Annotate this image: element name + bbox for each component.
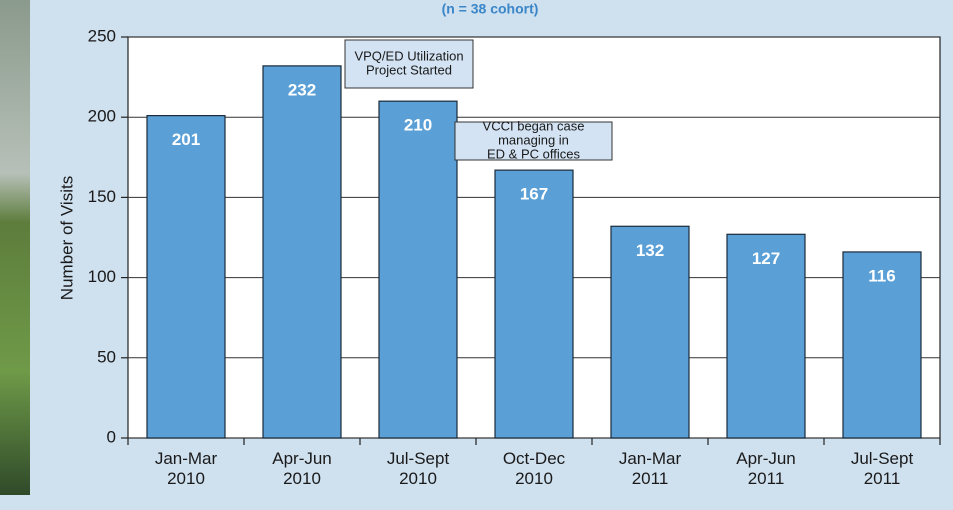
value-label: 127 [752, 249, 780, 268]
annotation-text: VPQ/ED Utilization [354, 48, 463, 63]
annotation-text: Project Started [366, 62, 452, 77]
bar [495, 170, 573, 438]
x-tick-label-line: 2010 [283, 469, 321, 488]
x-tick-label-line: 2011 [748, 469, 785, 488]
y-tick-label: 200 [88, 107, 116, 126]
bar [263, 66, 341, 438]
y-axis-label: Number of Visits [57, 176, 76, 300]
x-tick-label-line: Jan-Mar [155, 449, 218, 468]
annotation-text: ED & PC offices [487, 146, 580, 161]
y-tick-label: 0 [107, 427, 116, 446]
subtitle: (n = 38 cohort) [442, 1, 539, 17]
value-label: 116 [868, 266, 895, 285]
y-tick-label: 150 [88, 187, 116, 206]
x-tick-label-line: Jan-Mar [619, 449, 682, 468]
annotation-text: VCCI began case [483, 118, 585, 133]
x-tick-label-line: 2011 [632, 469, 669, 488]
bar [379, 101, 457, 438]
x-tick-label-line: 2010 [399, 469, 437, 488]
x-tick-label-line: 2010 [167, 469, 205, 488]
annotation-text: managing in [498, 132, 569, 147]
value-label: 132 [636, 241, 664, 260]
value-label: 167 [520, 185, 548, 204]
x-tick-label-line: Jul-Sept [387, 449, 450, 468]
page: {"chart_data": {"type": "bar", "subtitle… [0, 0, 953, 510]
x-tick-label-line: 2010 [515, 469, 553, 488]
chart: (n = 38 cohort) Number of Visits 0 50 100 1… [0, 0, 953, 510]
x-tick-label-line: 2011 [864, 469, 901, 488]
x-tick-label-line: Oct-Dec [503, 449, 566, 468]
y-tick-label: 100 [88, 267, 116, 286]
photo-strip [0, 0, 30, 495]
y-tick-label: 50 [97, 347, 116, 366]
value-label: 201 [172, 130, 200, 149]
bar [147, 116, 225, 438]
x-tick-label-line: Apr-Jun [272, 449, 332, 468]
value-label: 232 [288, 80, 316, 99]
value-label: 210 [404, 116, 432, 135]
y-tick-label: 250 [88, 26, 116, 45]
x-tick-label-line: Jul-Sept [851, 449, 914, 468]
x-tick-label-line: Apr-Jun [736, 449, 796, 468]
